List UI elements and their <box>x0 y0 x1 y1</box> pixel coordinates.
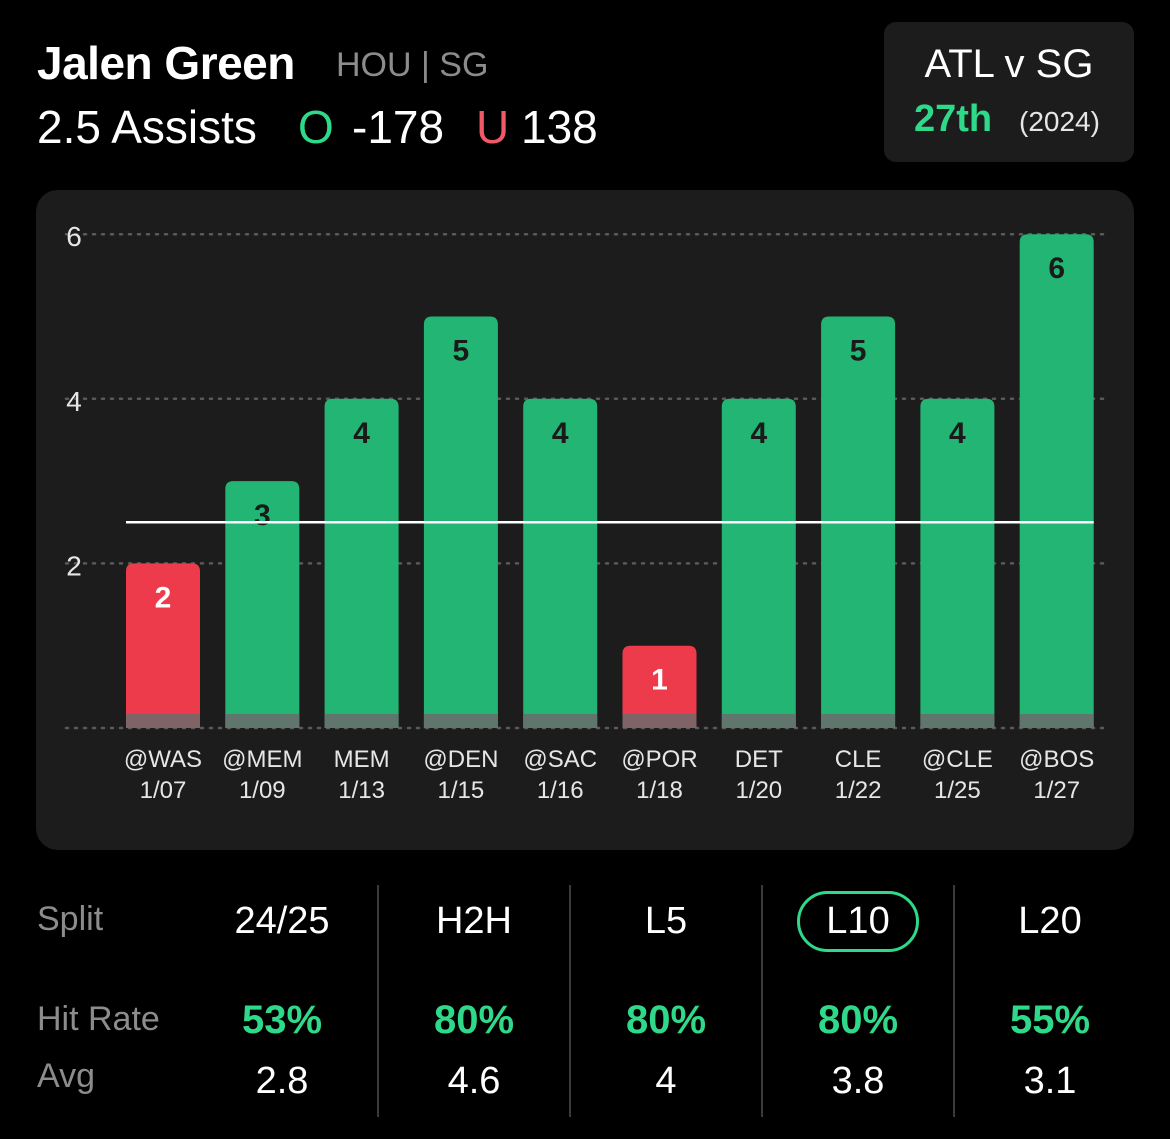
bar-foot <box>126 714 200 728</box>
split-tab-label: L10 <box>797 891 919 952</box>
bar-foot <box>622 714 697 728</box>
matchup-year: (2024) <box>1019 106 1100 137</box>
x-tick-date: 1/20 <box>735 777 782 804</box>
under-label[interactable]: U <box>476 101 510 153</box>
x-tick-date: 1/27 <box>1033 777 1080 804</box>
avg-row-label: Avg <box>37 1057 95 1095</box>
bar <box>324 398 399 728</box>
bar-foot <box>324 714 399 728</box>
split-tab[interactable]: L10 <box>763 891 953 952</box>
split-column-l5[interactable]: L5 80% 4 <box>571 860 761 1139</box>
bar-value-label: 5 <box>850 335 867 368</box>
x-tick-opponent: MEM <box>334 746 390 773</box>
hit-rate-row-label: Hit Rate <box>37 1000 160 1038</box>
split-tab[interactable]: 24/25 <box>187 900 377 943</box>
avg-value: 4 <box>655 1060 677 1102</box>
bar <box>721 398 796 728</box>
x-tick-opponent: CLE <box>835 746 882 773</box>
hit-rate-value: 80% <box>625 998 707 1042</box>
bar-foot <box>1019 714 1094 728</box>
chart-panel: 2 4 6 2 @WAS 1/07 3 @MEM 1/09 4 MEM 1/13 5 @DEN 1/15 4 @… <box>36 190 1134 850</box>
split-tab[interactable]: H2H <box>379 900 569 943</box>
under-odds[interactable]: 138 <box>521 101 598 153</box>
x-tick-date: 1/22 <box>835 777 882 804</box>
bar-foot <box>920 714 995 728</box>
bar-value-label: 4 <box>750 417 767 450</box>
hit-rate-value: 80% <box>433 998 515 1042</box>
matchup-title: ATL v SG <box>924 42 1094 86</box>
x-tick-opponent: DET <box>735 746 783 773</box>
split-tab-label: L20 <box>1018 900 1082 942</box>
avg-value: 3.8 <box>831 1060 885 1102</box>
bar-value-label: 1 <box>651 664 668 697</box>
player-team-position: HOU | SG <box>336 46 489 84</box>
bar <box>622 645 697 728</box>
x-tick-opponent: @BOS <box>1019 746 1094 773</box>
over-odds[interactable]: -178 <box>352 101 445 153</box>
split-column-l10[interactable]: L10 80% 3.8 <box>763 860 953 1139</box>
hit-rate-value: 80% <box>817 998 899 1042</box>
column-divider <box>377 885 379 1117</box>
x-tick-opponent: @WAS <box>124 746 202 773</box>
x-tick-date: 1/25 <box>934 777 981 804</box>
x-tick-opponent: @POR <box>621 746 697 773</box>
split-tab[interactable]: L5 <box>571 900 761 943</box>
bar-foot <box>721 714 796 728</box>
bar-foot <box>821 714 896 728</box>
x-tick-date: 1/09 <box>239 777 286 804</box>
split-tab-label: H2H <box>435 900 513 942</box>
split-tab-label: L5 <box>644 900 688 942</box>
bar <box>920 398 995 728</box>
bar-value-label: 6 <box>1048 252 1065 285</box>
split-tab-label: 24/25 <box>234 900 330 942</box>
x-tick-opponent: @MEM <box>222 746 302 773</box>
x-tick-date: 1/07 <box>140 777 187 804</box>
y-tick-label: 2 <box>66 550 82 581</box>
matchup-rank: 27th <box>914 98 993 140</box>
y-tick-label: 4 <box>66 386 82 417</box>
x-tick-opponent: @SAC <box>523 746 597 773</box>
x-tick-date: 1/13 <box>338 777 385 804</box>
y-tick-label: 6 <box>66 221 82 252</box>
bar-value-label: 3 <box>254 499 271 532</box>
bar-value-label: 5 <box>453 335 470 368</box>
bar-value-label: 4 <box>949 417 966 450</box>
splits-table: Split Hit Rate Avg 24/25 53% 2.8 H2H 80% 4.6 L… <box>0 860 1170 1139</box>
split-tab[interactable]: L20 <box>955 900 1145 943</box>
split-column-h2h[interactable]: H2H 80% 4.6 <box>379 860 569 1139</box>
avg-value: 2.8 <box>255 1060 309 1102</box>
split-column-l20[interactable]: L20 55% 3.1 <box>955 860 1145 1139</box>
x-tick-opponent: @CLE <box>922 746 993 773</box>
bar-foot <box>423 714 498 728</box>
prop-line: 2.5 Assists <box>37 101 257 153</box>
column-divider <box>569 885 571 1117</box>
split-row-label: Split <box>37 900 104 938</box>
bar-foot <box>225 714 300 728</box>
bar <box>1019 234 1094 728</box>
bar <box>126 563 200 728</box>
x-tick-opponent: @DEN <box>423 746 498 773</box>
bar-foot <box>523 714 598 728</box>
avg-value: 3.1 <box>1023 1060 1077 1102</box>
split-column-24-25[interactable]: 24/25 53% 2.8 <box>187 860 377 1139</box>
hit-rate-value: 53% <box>241 998 323 1042</box>
bar-value-label: 4 <box>353 417 370 450</box>
over-label[interactable]: O <box>298 101 334 153</box>
bar <box>523 398 598 728</box>
column-divider <box>953 885 955 1117</box>
matchup-card[interactable]: ATL v SG 27th (2024) <box>884 22 1134 162</box>
x-tick-date: 1/18 <box>636 777 683 804</box>
avg-value: 4.6 <box>447 1060 501 1102</box>
player-name: Jalen Green <box>37 37 295 89</box>
column-divider <box>761 885 763 1117</box>
bar <box>225 481 300 728</box>
hit-rate-value: 55% <box>1009 998 1091 1042</box>
assists-bar-chart: 2 4 6 2 @WAS 1/07 3 @MEM 1/09 4 MEM 1/13 5 @DEN 1/15 4 @… <box>64 221 1106 804</box>
x-tick-date: 1/16 <box>537 777 584 804</box>
bar-value-label: 2 <box>155 581 172 614</box>
x-tick-date: 1/15 <box>438 777 485 804</box>
bar-value-label: 4 <box>552 417 569 450</box>
